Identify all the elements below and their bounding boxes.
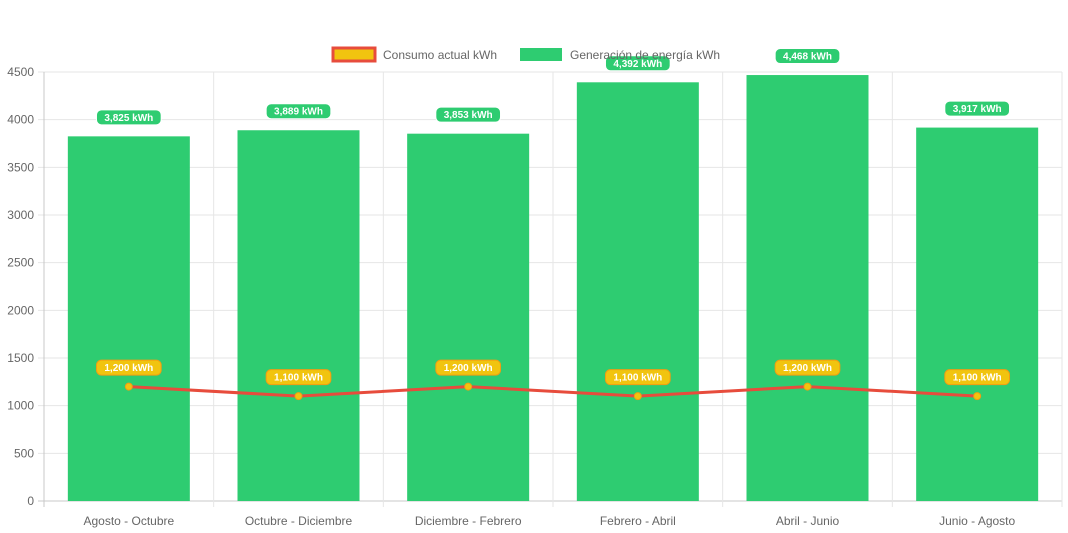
line-value-label-bg: [604, 369, 671, 386]
line-point[interactable]: [633, 392, 642, 401]
line-value-label-text: 1,200 kWh: [444, 363, 493, 374]
bar[interactable]: [407, 133, 530, 501]
bar[interactable]: [67, 136, 190, 501]
bar-value-label: 3,917 kWh: [944, 100, 1011, 117]
bar-value-label-text: 3,917 kWh: [953, 104, 1002, 115]
line-value-label-bg: [95, 359, 162, 376]
y-axis-ticks: 0 500 1000 1500 2000 2500 3000 3500 4000 4500: [7, 65, 34, 508]
bar-value-label-text: 4,392 kWh: [613, 59, 662, 70]
bar-value-label-bg: [265, 103, 332, 120]
line-point[interactable]: [294, 392, 303, 401]
bar-value-label-text: 4,468 kWh: [783, 52, 832, 63]
line-value-label: 1,100 kWh: [265, 369, 332, 386]
bar-value-label-text: 3,853 kWh: [444, 110, 493, 121]
legend-label-generacion: Generación de energía kWh: [570, 48, 720, 62]
line-point[interactable]: [464, 382, 473, 391]
line-value-label: 1,200 kWh: [774, 359, 841, 376]
bar[interactable]: [746, 75, 869, 502]
legend: Consumo actual kWh Generación de energía…: [331, 46, 720, 63]
line-value-label: 1,200 kWh: [435, 359, 502, 376]
line-value-label: 1,100 kWh: [604, 369, 671, 386]
legend-swatch-generacion: [520, 48, 562, 61]
line-value-label-text: 1,200 kWh: [104, 363, 153, 374]
bar-value-label: 3,825 kWh: [95, 109, 162, 126]
line-value-label-text: 1,100 kWh: [274, 373, 323, 384]
y-tick-label: 3500: [7, 160, 34, 174]
legend-item-generacion[interactable]: Generación de energía kWh: [520, 48, 720, 62]
line-value-label-text: 1,200 kWh: [783, 363, 832, 374]
x-tick-label: Octubre - Diciembre: [245, 514, 353, 528]
line-value-label-text: 1,100 kWh: [613, 373, 662, 384]
x-tick-label: Agosto - Octubre: [83, 514, 174, 528]
bar-value-label-bg: [604, 55, 671, 72]
y-tick-label: 4500: [7, 65, 34, 79]
bar-value-label-bg: [944, 100, 1011, 117]
y-tick-label: 3000: [7, 208, 34, 222]
bar-value-label: 4,392 kWh: [604, 55, 671, 72]
line-path: [128, 385, 978, 398]
bar-series: [67, 75, 1039, 502]
line-value-label-bg: [265, 369, 332, 386]
y-tick-label: 2000: [7, 303, 34, 317]
line-value-label-bg: [944, 369, 1011, 386]
y-tick-label: 500: [14, 446, 34, 460]
line-point[interactable]: [973, 392, 982, 401]
bar-value-label-bg: [435, 106, 502, 123]
line-value-label-text: 1,100 kWh: [953, 373, 1002, 384]
bar-value-label: 3,853 kWh: [435, 106, 502, 123]
y-tick-label: 2500: [7, 256, 34, 270]
line-value-label: 1,100 kWh: [944, 369, 1011, 386]
x-tick-label: Diciembre - Febrero: [415, 514, 522, 528]
legend-label-consumo: Consumo actual kWh: [383, 48, 497, 62]
x-tick-label: Febrero - Abril: [600, 514, 676, 528]
x-tick-label: Junio - Agosto: [939, 514, 1015, 528]
bar-value-label-text: 3,889 kWh: [274, 107, 323, 118]
bar[interactable]: [576, 82, 699, 502]
y-tick-label: 4000: [7, 113, 34, 127]
line-value-label-bg: [774, 359, 841, 376]
y-tick-label: 1000: [7, 399, 34, 413]
x-axis-ticks: Agosto - Octubre Octubre - Diciembre Dicie…: [83, 514, 1015, 528]
data-labels: 3,825 kWh 3,889 kWh 3,853 kWh 4,392 kWh 4,46…: [95, 48, 1011, 386]
y-tick-label: 1500: [7, 351, 34, 365]
bar-value-label-bg: [95, 109, 162, 126]
line-value-label: 1,200 kWh: [95, 359, 162, 376]
line-value-label-bg: [435, 359, 502, 376]
y-tick-label: 0: [27, 494, 34, 508]
bar-value-label-text: 3,825 kWh: [104, 113, 153, 124]
line-point[interactable]: [803, 382, 812, 391]
bar[interactable]: [916, 127, 1039, 501]
grid-lines: [38, 71, 1063, 507]
bar-value-label: 3,889 kWh: [265, 103, 332, 120]
line-series: [124, 382, 982, 401]
legend-item-consumo[interactable]: Consumo actual kWh: [331, 46, 497, 63]
line-point[interactable]: [124, 382, 133, 391]
x-tick-label: Abril - Junio: [776, 514, 840, 528]
bar[interactable]: [237, 130, 360, 502]
bar-value-label: 4,468 kWh: [774, 48, 841, 65]
legend-swatch-consumo: [331, 46, 377, 63]
bar-value-label-bg: [774, 48, 841, 65]
